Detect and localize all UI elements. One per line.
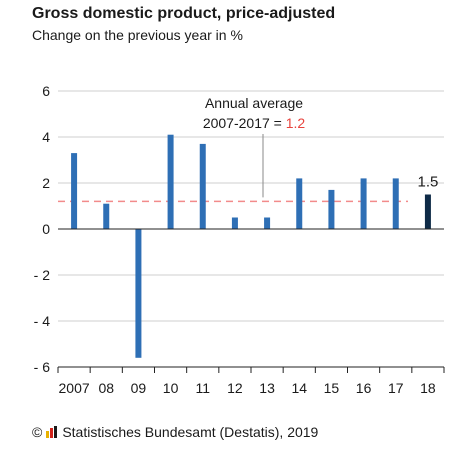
y-tick-label: - 2 <box>34 267 51 283</box>
annotation-average-value: 1.2 <box>286 115 306 131</box>
y-tick-label: 6 <box>42 83 50 99</box>
bar <box>392 178 399 229</box>
bar <box>199 143 206 229</box>
chart-subtitle: Change on the previous year in % <box>32 27 243 43</box>
bar <box>103 203 110 229</box>
bar <box>167 134 174 229</box>
bars <box>71 134 431 358</box>
bar <box>231 217 238 229</box>
x-tick-label: 16 <box>356 380 372 396</box>
x-tick-label: 11 <box>195 380 210 396</box>
annotation-line-1: Annual average <box>205 95 303 111</box>
chart-title: Gross domestic product, price-adjusted <box>32 5 336 22</box>
x-tick-label: 09 <box>131 380 147 396</box>
x-tick-label: 13 <box>259 380 275 396</box>
destatis-logo-icon <box>46 426 58 438</box>
bar <box>71 153 78 229</box>
source-text: Statistisches Bundesamt (Destatis), 2019 <box>62 424 319 440</box>
x-tick-label: 18 <box>420 380 436 396</box>
x-tick-label: 15 <box>324 380 340 396</box>
x-tick-label: 12 <box>227 380 243 396</box>
annotation-line-2: 2007-2017 = 1.2 <box>203 115 306 131</box>
y-tick-label: - 4 <box>34 313 51 329</box>
y-tick-label: 4 <box>42 129 50 145</box>
bar <box>360 178 367 229</box>
bar <box>424 194 431 229</box>
y-tick-label: - 6 <box>34 359 51 375</box>
x-tick-label: 08 <box>98 380 114 396</box>
y-tick-label: 2 <box>42 175 50 191</box>
copyright-symbol: © <box>32 424 43 440</box>
y-tick-label: 0 <box>42 221 50 237</box>
bar <box>264 217 271 229</box>
bar <box>135 229 142 358</box>
x-tick-label: 2007 <box>59 380 90 396</box>
labels: 6 4 2 0 - 2 - 4 - 6 2007 08 09 10 11 12 13 14 15 16 17 18 1… <box>34 83 439 396</box>
source-footer: © Statistisches Bundesamt (Destatis), 20… <box>32 424 318 440</box>
x-tick-label: 17 <box>388 380 404 396</box>
bar <box>328 189 335 229</box>
x-tick-label: 14 <box>291 380 307 396</box>
data-label: 1.5 <box>417 174 438 191</box>
x-tick-label: 10 <box>163 380 179 396</box>
annotation-prefix: 2007-2017 = <box>203 115 286 131</box>
bar <box>296 178 303 229</box>
annotation: Annual average 2007-2017 = 1.2 <box>203 95 306 198</box>
axes <box>57 228 445 373</box>
